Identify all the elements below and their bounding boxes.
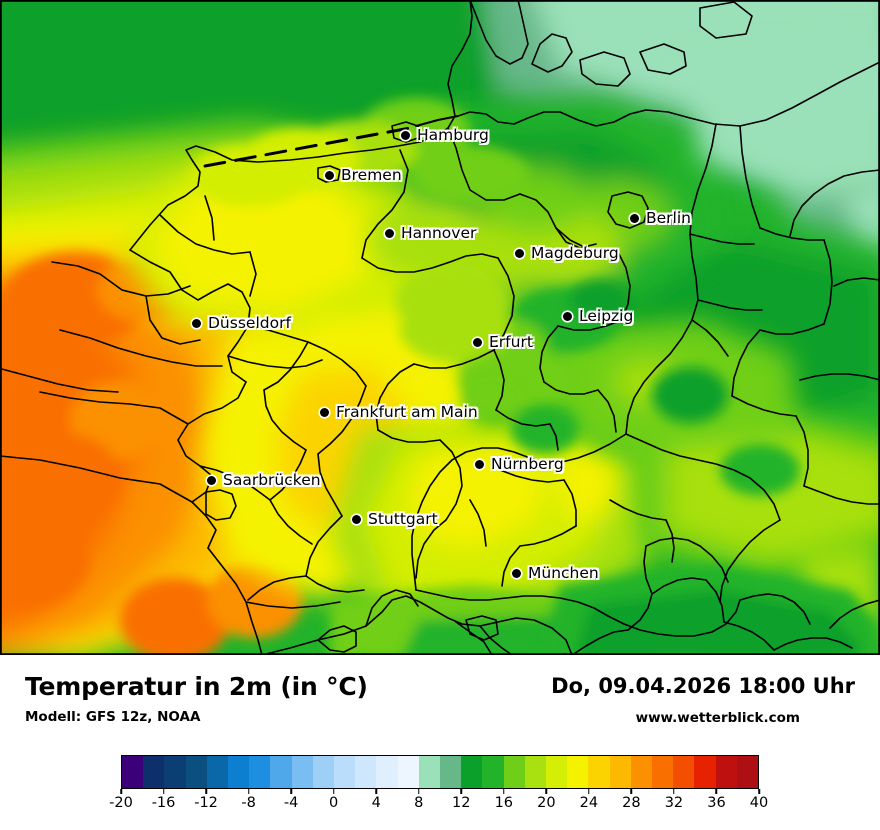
- colorbar-tickmark: [332, 789, 335, 794]
- temperature-colorbar[interactable]: -20 -16 -12 -8 -4 0 4 8 12 16 20 24 28 32 36 40: [109, 755, 768, 811]
- colorbar-tick-label: 28: [622, 795, 641, 811]
- colorbar-swatch: [546, 756, 568, 788]
- colorbar-swatches[interactable]: [121, 755, 759, 789]
- colorbar-tick-label: 36: [707, 795, 726, 811]
- colorbar-tickmark: [120, 789, 122, 794]
- colorbar-tickmark: [290, 789, 292, 794]
- colorbar-swatch: [334, 756, 356, 788]
- colorbar-swatch: [143, 756, 165, 788]
- map-canvas: [0, 0, 880, 655]
- colorbar-swatch: [567, 756, 589, 788]
- colorbar-swatch: [503, 756, 525, 788]
- colorbar-swatch: [440, 756, 462, 788]
- colorbar-tick-label: -4: [283, 795, 299, 811]
- colorbar-swatch: [715, 756, 737, 788]
- valid-timestamp: Do, 09.04.2026 18:00 Uhr: [551, 674, 855, 698]
- country-borders: [0, 0, 880, 655]
- temperature-map[interactable]: Hamburg Bremen Hannover Berlin Magdeburg Leip…: [0, 0, 880, 655]
- colorbar-swatch: [418, 756, 441, 788]
- colorbar-swatch: [185, 756, 207, 788]
- colorbar-tickmark: [715, 789, 718, 794]
- colorbar-tick-label: -8: [241, 795, 256, 811]
- colorbar-tickmark: [162, 789, 165, 794]
- colorbar-tick-label: 12: [452, 795, 471, 811]
- colorbar-tickmark: [673, 789, 675, 794]
- colorbar-swatch: [376, 756, 398, 788]
- colorbar-tickmark: [503, 789, 505, 794]
- colorbar-tick-label: -12: [194, 795, 218, 811]
- colorbar-swatch: [206, 756, 229, 788]
- colorbar-tickmark: [545, 789, 548, 794]
- page-title: Temperatur in 2m (in °C): [25, 672, 368, 701]
- colorbar-tick-label: 40: [749, 795, 769, 811]
- map-footer: Temperatur in 2m (in °C) Modell: GFS 12z…: [0, 655, 880, 830]
- website-credit: www.wetterblick.com: [635, 710, 800, 726]
- colorbar-swatch: [461, 756, 483, 788]
- model-subtitle: Modell: GFS 12z, NOAA: [25, 709, 201, 725]
- colorbar-swatch: [249, 756, 271, 788]
- colorbar-ticks: -20 -16 -12 -8 -4 0 4 8 12 16 20 24 28 32 36 40: [109, 789, 768, 819]
- colorbar-tick-label: 20: [537, 795, 556, 811]
- colorbar-tickmark: [630, 789, 633, 794]
- colorbar-swatch: [524, 756, 547, 788]
- colorbar-tickmark: [460, 789, 463, 794]
- colorbar-tickmark: [588, 789, 590, 794]
- colorbar-tick-label: 4: [371, 795, 381, 811]
- colorbar-swatch: [630, 756, 653, 788]
- colorbar-tick-label: 0: [329, 795, 339, 811]
- colorbar-swatch: [312, 756, 335, 788]
- colorbar-tick-label: 8: [414, 795, 424, 811]
- colorbar-swatch: [397, 756, 419, 788]
- colorbar-swatch: [609, 756, 631, 788]
- colorbar-tick-label: -20: [109, 795, 133, 811]
- colorbar-swatch: [694, 756, 716, 788]
- colorbar-tick-label: 16: [494, 795, 514, 811]
- colorbar-swatch: [482, 756, 504, 788]
- colorbar-swatch: [270, 756, 292, 788]
- colorbar-tickmark: [417, 789, 420, 794]
- colorbar-swatch: [228, 756, 250, 788]
- colorbar-tick-label: 32: [664, 795, 684, 811]
- colorbar-tickmark: [247, 789, 250, 794]
- colorbar-swatch: [673, 756, 695, 788]
- colorbar-swatch: [652, 756, 674, 788]
- colorbar-swatch: [164, 756, 186, 788]
- colorbar-tickmark: [205, 789, 207, 794]
- colorbar-tickmark: [375, 789, 377, 794]
- colorbar-swatch: [355, 756, 377, 788]
- colorbar-tick-label: 24: [579, 795, 599, 811]
- colorbar-swatch: [122, 756, 144, 788]
- colorbar-swatch: [291, 756, 313, 788]
- temperature-field: [0, 0, 880, 655]
- map-frame: [0, 0, 880, 655]
- colorbar-swatch: [588, 756, 610, 788]
- colorbar-tick-label: -16: [151, 795, 176, 811]
- colorbar-tickmark: [758, 789, 760, 794]
- colorbar-swatch: [736, 756, 759, 788]
